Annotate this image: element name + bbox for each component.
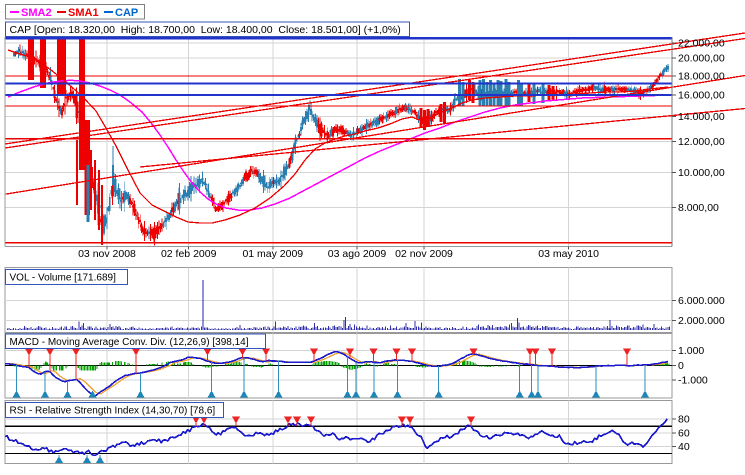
svg-text:1.000: 1.000 <box>678 345 704 357</box>
svg-text:14.000,00: 14.000,00 <box>678 111 725 123</box>
svg-text:6.000.000: 6.000.000 <box>678 295 725 307</box>
svg-text:40: 40 <box>678 441 690 453</box>
svg-text:03 nov 2008: 03 nov 2008 <box>78 248 136 260</box>
svg-text:02 feb 2009: 02 feb 2009 <box>161 248 217 260</box>
svg-text:10.000,00: 10.000,00 <box>678 167 725 179</box>
svg-text:0: 0 <box>678 360 684 372</box>
svg-text:CAP [Open: 18.320,00 High: 18: CAP [Open: 18.320,00 High: 18.700,00 Low… <box>10 24 401 36</box>
svg-text:22.000,00: 22.000,00 <box>678 37 725 49</box>
svg-text:12.000,00: 12.000,00 <box>678 136 725 148</box>
svg-text:60: 60 <box>678 427 690 439</box>
svg-text:03 ago 2009: 03 ago 2009 <box>328 248 387 260</box>
svg-text:2.000.000: 2.000.000 <box>678 315 725 327</box>
svg-text:01 may 2009: 01 may 2009 <box>242 248 303 260</box>
svg-text:02 nov 2009: 02 nov 2009 <box>395 248 453 260</box>
svg-text:8.000,00: 8.000,00 <box>678 202 719 214</box>
svg-text:20.000,00: 20.000,00 <box>678 52 725 64</box>
svg-text:80: 80 <box>678 414 690 426</box>
svg-text:03 may 2010: 03 may 2010 <box>538 248 599 260</box>
svg-text:VOL - Volume [171.689]: VOL - Volume [171.689] <box>10 273 117 284</box>
svg-text:18.000,00: 18.000,00 <box>678 71 725 83</box>
svg-text:MACD - Moving Average Conv. Di: MACD - Moving Average Conv. Div. (12,26,… <box>10 337 249 348</box>
svg-text:SMA1: SMA1 <box>68 7 99 19</box>
svg-text:RSI - Relative Strength Index: RSI - Relative Strength Index (14,30,70)… <box>10 406 216 417</box>
svg-text:CAP: CAP <box>115 7 138 19</box>
svg-text:-1.000: -1.000 <box>678 374 708 386</box>
svg-text:16.000,00: 16.000,00 <box>678 89 725 101</box>
svg-text:SMA2: SMA2 <box>21 7 52 19</box>
